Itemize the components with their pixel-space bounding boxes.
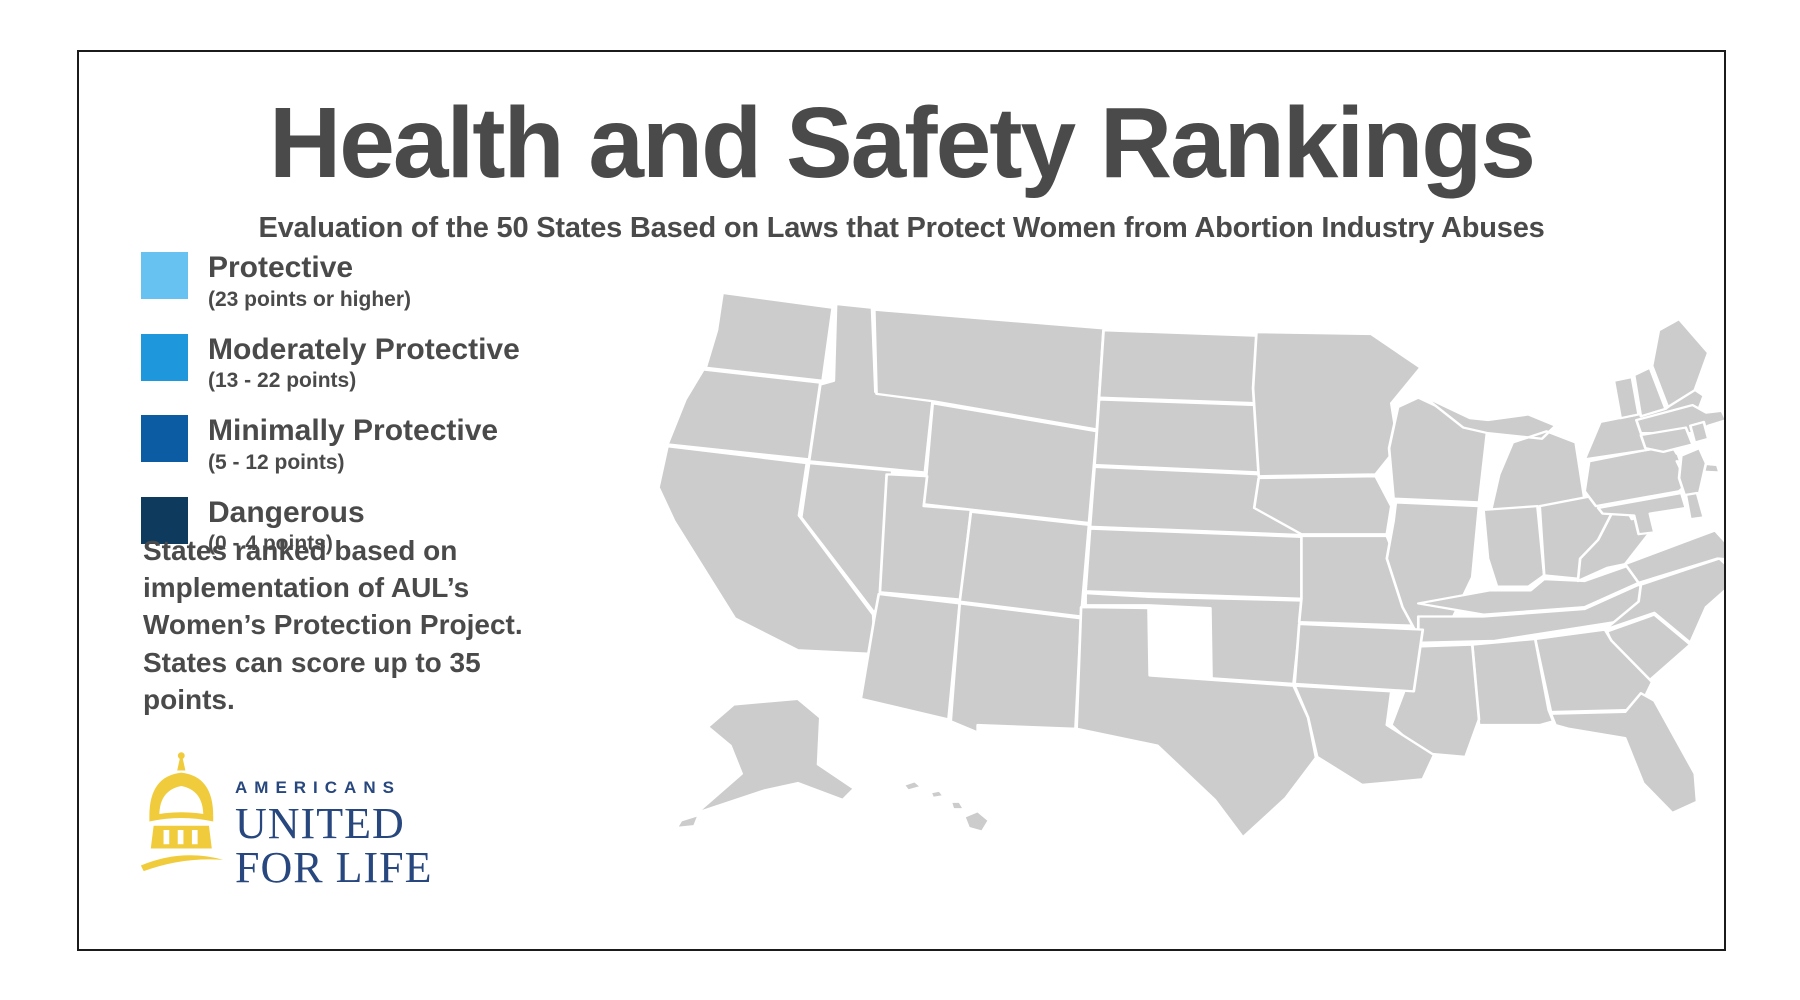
state-wa (704, 291, 835, 382)
state-co (958, 510, 1091, 618)
state-mt (872, 308, 1105, 431)
state-ak (675, 697, 856, 830)
state-de (1684, 491, 1706, 521)
state-hi (902, 780, 991, 833)
state-ok (1084, 592, 1307, 685)
legend-sublabel: (0 - 4 points) (208, 532, 333, 555)
logo-for-life-label: FOR LIFE (235, 843, 433, 892)
state-ky (1416, 564, 1640, 616)
state-az (859, 592, 962, 721)
state-ia (1252, 475, 1393, 536)
page-subtitle: Evaluation of the 50 States Based on Law… (258, 212, 1545, 244)
state-id (807, 302, 935, 474)
state-or (666, 368, 822, 461)
state-wi (1387, 396, 1490, 504)
state-vt (1612, 375, 1640, 420)
legend-sublabel: (5 - 12 points) (208, 450, 345, 474)
legend-label: Minimally Protective (208, 414, 499, 447)
state-ri (1688, 420, 1710, 444)
capitol-dome-icon (140, 752, 224, 872)
state-va (1623, 529, 1724, 584)
legend-label: Dangerous (208, 495, 365, 529)
logo-united-label: UNITED (235, 799, 405, 848)
state-sd (1093, 398, 1263, 474)
legend-sublabel: (23 points or higher) (208, 287, 412, 311)
state-ar (1293, 622, 1425, 693)
state-nj (1677, 447, 1708, 500)
legend-label: Protective (208, 251, 354, 284)
us-map (657, 291, 1724, 839)
aul-logo: AMERICANS UNITED FOR LIFE (139, 752, 432, 890)
state-tx (1075, 606, 1318, 839)
state-fl (1549, 692, 1699, 815)
us-map-container (627, 276, 1724, 856)
state-wy (922, 402, 1099, 525)
state-me (1650, 317, 1710, 409)
state-nm (949, 602, 1083, 734)
state-la (1293, 684, 1436, 787)
state-ks (1084, 527, 1307, 600)
logo-americans-label: AMERICANS (235, 778, 401, 797)
aul-logo-text: AMERICANS UNITED FOR LIFE (235, 778, 432, 890)
state-ca (657, 445, 877, 656)
legend-swatch-moderately-protective (141, 333, 188, 381)
state-nh (1632, 366, 1667, 418)
legend-item-minimally-protective: Minimally Protective (5 - 12 points) (141, 415, 520, 475)
state-nc (1603, 557, 1724, 644)
legend-item-dangerous: Dangerous (0 - 4 points) (141, 495, 520, 557)
state-ct (1639, 426, 1694, 453)
page-title: Health and Safety Rankings (269, 87, 1536, 199)
state-ut (878, 473, 973, 601)
legend-item-protective: Protective (23 points or higher) (141, 252, 520, 312)
legend-label: Moderately Protective (208, 332, 520, 366)
legend-swatch-dangerous (141, 496, 188, 544)
ranking-note: States ranked based on implementation of… (143, 535, 523, 715)
state-in (1482, 505, 1546, 588)
state-md (1596, 491, 1688, 536)
legend-swatch-protective (141, 252, 188, 299)
poster-card: Health and Safety Rankings Evaluation of… (77, 50, 1726, 951)
legend-item-moderately-protective: Moderately Protective (13 - 22 points) (141, 332, 520, 394)
legend-swatch-minimally-protective (141, 415, 188, 462)
state-nd (1097, 329, 1263, 405)
legend-sublabel: (13 - 22 points) (208, 369, 357, 392)
legend: Protective (23 points or higher) Moderat… (141, 252, 520, 578)
